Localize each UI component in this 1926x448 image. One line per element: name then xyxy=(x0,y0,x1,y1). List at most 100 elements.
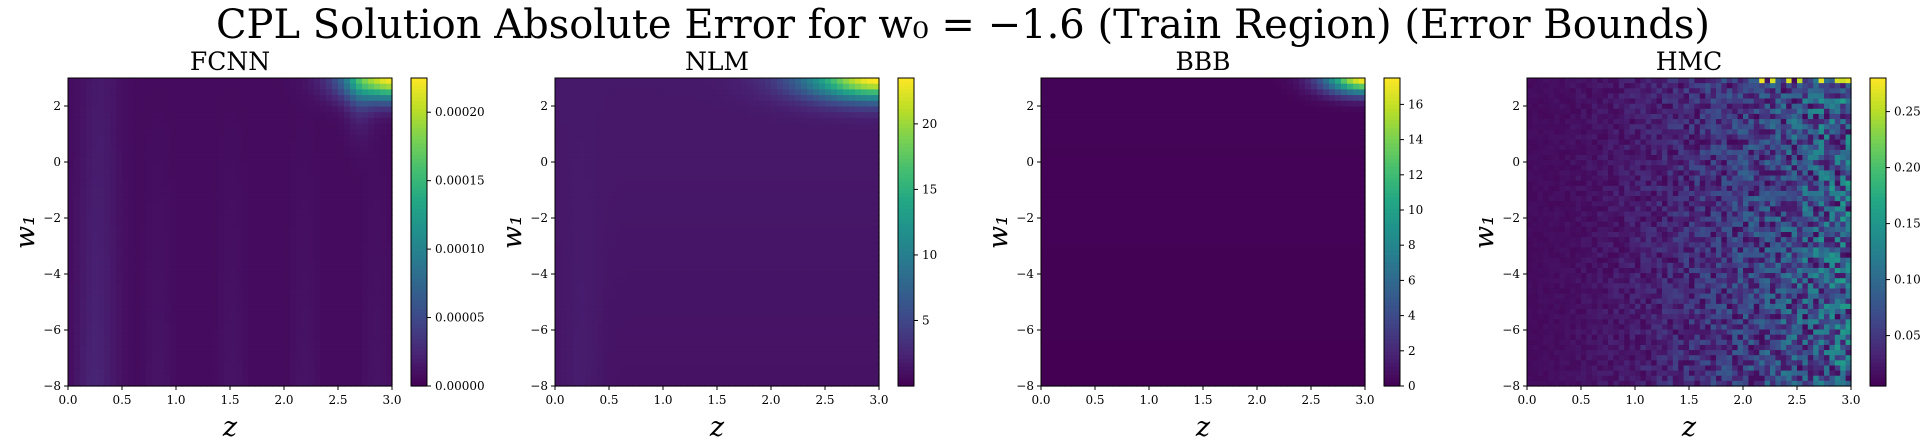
heatmap-cell xyxy=(368,277,375,284)
heatmap-cell xyxy=(789,203,796,210)
heatmap-cell xyxy=(224,260,231,267)
heatmap-cell xyxy=(290,340,297,347)
heatmap-cell xyxy=(663,174,670,182)
heatmap-cell xyxy=(176,83,183,90)
heatmap-cell xyxy=(795,226,802,233)
heatmap-cell xyxy=(320,294,327,302)
heatmap-cell xyxy=(272,129,279,136)
colorbar-step xyxy=(411,297,427,302)
heatmap-cell xyxy=(134,203,141,210)
heatmap-cell xyxy=(296,163,303,170)
heatmap-cell xyxy=(278,363,285,370)
heatmap-cell xyxy=(867,157,874,165)
heatmap-cell xyxy=(585,106,592,113)
heatmap-cell xyxy=(164,334,171,341)
heatmap-cell xyxy=(573,180,580,187)
heatmap-cell xyxy=(74,289,81,296)
heatmap-cell xyxy=(92,328,99,336)
heatmap-cell xyxy=(230,157,237,165)
heatmap-cell xyxy=(597,83,604,90)
heatmap-cell xyxy=(729,271,736,279)
heatmap-cell xyxy=(741,95,748,102)
heatmap-cell xyxy=(314,334,321,341)
heatmap-cell xyxy=(819,260,826,267)
heatmap-cell xyxy=(284,209,291,216)
heatmap-cell xyxy=(308,163,315,170)
heatmap-cell xyxy=(290,351,297,359)
heatmap-cell xyxy=(86,294,93,302)
heatmap-cell xyxy=(837,237,844,244)
heatmap-cell xyxy=(579,100,586,108)
heatmap-cell xyxy=(753,135,760,142)
heatmap-cell xyxy=(386,271,393,279)
heatmap-cell xyxy=(338,266,345,273)
heatmap-cell xyxy=(122,334,129,341)
heatmap-cell xyxy=(218,169,225,176)
heatmap-cell xyxy=(194,306,201,313)
heatmap-cell xyxy=(194,289,201,296)
heatmap-cell xyxy=(747,192,754,199)
heatmap-cell xyxy=(356,271,363,279)
heatmap-cell xyxy=(843,163,850,170)
heatmap-cell xyxy=(332,135,339,142)
heatmap-cell xyxy=(717,220,724,227)
heatmap-cell xyxy=(350,135,357,142)
heatmap-cell xyxy=(146,232,153,239)
heatmap-cell xyxy=(182,254,189,262)
heatmap-cell xyxy=(86,146,93,153)
heatmap-cell xyxy=(362,306,369,313)
heatmap-cell xyxy=(164,306,171,313)
heatmap-cell xyxy=(711,83,718,90)
heatmap-cell xyxy=(597,260,604,267)
heatmap-cell xyxy=(591,260,598,267)
heatmap-cell xyxy=(74,311,81,319)
heatmap-cell xyxy=(729,209,736,216)
heatmap-cell xyxy=(122,260,129,267)
heatmap-cell xyxy=(104,95,111,102)
heatmap-cell xyxy=(813,254,820,262)
heatmap-cell xyxy=(80,192,87,199)
heatmap-cell xyxy=(242,243,249,250)
heatmap-cell xyxy=(212,186,219,193)
heatmap-cell xyxy=(278,123,285,130)
heatmap-cell xyxy=(296,266,303,273)
heatmap-cell xyxy=(555,220,562,227)
heatmap-cell xyxy=(747,123,754,130)
heatmap-cell xyxy=(164,357,171,364)
heatmap-cell xyxy=(831,135,838,142)
heatmap-cell xyxy=(140,232,147,239)
heatmap-cell xyxy=(230,112,237,119)
heatmap-cell xyxy=(68,163,75,170)
heatmap-cell xyxy=(92,226,99,233)
heatmap-cell xyxy=(849,112,856,119)
heatmap-cell xyxy=(236,232,243,239)
heatmap-cell xyxy=(591,180,598,187)
heatmap-cell xyxy=(278,340,285,347)
heatmap-cell xyxy=(158,357,165,364)
heatmap-cell xyxy=(711,237,718,244)
heatmap-cell xyxy=(603,157,610,165)
heatmap-cell xyxy=(98,157,105,165)
heatmap-cell xyxy=(368,237,375,244)
heatmap-cell xyxy=(843,277,850,284)
heatmap-cell xyxy=(837,163,844,170)
heatmap-cell xyxy=(771,174,778,182)
colorbar-step xyxy=(411,193,427,198)
heatmap-cell xyxy=(128,95,135,102)
heatmap-cell xyxy=(338,180,345,187)
heatmap-cell xyxy=(645,266,652,273)
heatmap-cell xyxy=(657,123,664,130)
heatmap-cell xyxy=(188,123,195,130)
heatmap-cell xyxy=(621,89,628,96)
heatmap-cell xyxy=(771,266,778,273)
heatmap-cell xyxy=(260,226,267,233)
heatmap-cell xyxy=(296,192,303,199)
heatmap-cell xyxy=(831,214,838,222)
heatmap-cell xyxy=(290,300,297,307)
heatmap-cell xyxy=(380,260,387,267)
heatmap-cell xyxy=(200,89,207,96)
heatmap-cell xyxy=(621,197,628,205)
heatmap-cell xyxy=(248,243,255,250)
heatmap-cell xyxy=(645,163,652,170)
heatmap-cell xyxy=(134,374,141,381)
